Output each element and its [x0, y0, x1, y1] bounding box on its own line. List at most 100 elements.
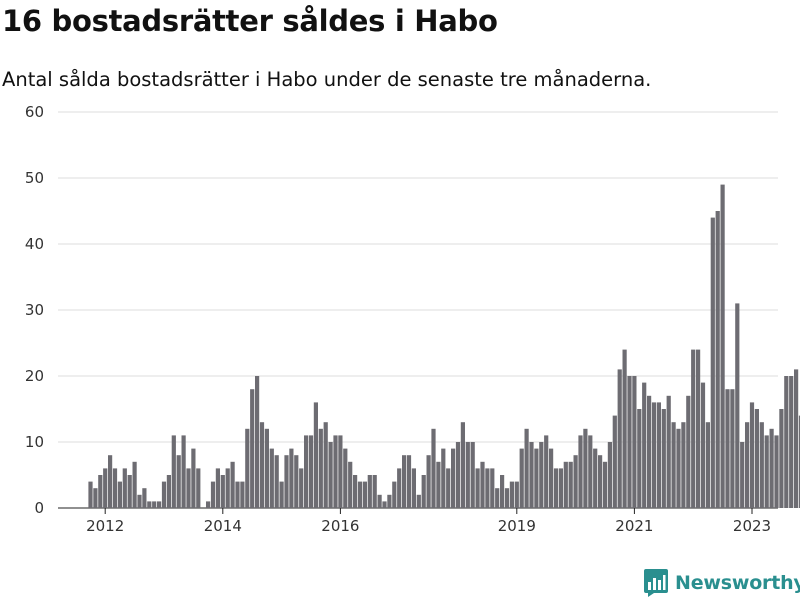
bar [764, 435, 769, 508]
x-tick-label: 2019 [498, 517, 536, 535]
bar [431, 428, 436, 508]
bar [402, 455, 407, 508]
bar [426, 455, 431, 508]
bar [749, 402, 755, 508]
bar [539, 442, 544, 508]
bar [108, 455, 113, 508]
bar [186, 468, 191, 508]
bar [607, 442, 612, 508]
bar [245, 428, 250, 508]
bar [735, 303, 740, 508]
bar [524, 428, 529, 508]
bar [514, 481, 519, 508]
bar [88, 481, 93, 508]
bar [455, 442, 461, 508]
bar [583, 428, 588, 508]
bar-series [88, 184, 800, 508]
bar [519, 448, 524, 508]
bar [284, 455, 289, 508]
newsworthy-logo-icon [644, 569, 668, 597]
bar [299, 468, 304, 508]
bar [480, 461, 485, 508]
bar [705, 422, 710, 508]
y-tick-label: 20 [25, 367, 44, 385]
bar [269, 448, 274, 508]
bar [357, 481, 363, 508]
bar [578, 435, 583, 508]
bar [573, 455, 578, 508]
bar [289, 448, 294, 508]
bar [696, 349, 701, 508]
bar [343, 448, 348, 508]
bar [294, 455, 299, 508]
y-tick-label: 60 [25, 103, 44, 121]
bar [558, 468, 563, 508]
bar [171, 435, 176, 508]
x-tick-label: 2023 [733, 517, 771, 535]
bar [475, 468, 480, 508]
bar [411, 468, 416, 508]
bar [612, 415, 617, 508]
bar [784, 376, 789, 508]
bar [656, 402, 661, 508]
y-tick-label: 40 [25, 235, 44, 253]
bar [196, 468, 201, 508]
bar [93, 488, 98, 508]
y-tick-label: 0 [34, 499, 44, 517]
bar [794, 369, 799, 508]
bar [627, 376, 632, 508]
bar [338, 435, 343, 508]
bar [176, 455, 181, 508]
bar [362, 481, 367, 508]
chart-subtitle: Antal sålda bostadsrätter i Habo under d… [2, 68, 652, 91]
bar [206, 501, 211, 508]
bar [759, 422, 764, 508]
bar [98, 475, 103, 508]
bar [367, 475, 372, 508]
bar [504, 488, 510, 508]
y-tick-label: 50 [25, 169, 44, 187]
bar [274, 455, 279, 508]
x-tick-label: 2016 [321, 517, 359, 535]
bar [715, 211, 720, 508]
bar [353, 475, 358, 508]
bar [382, 501, 387, 508]
bar [166, 475, 171, 508]
bar [509, 481, 514, 508]
bar [588, 435, 593, 508]
bar [661, 409, 666, 508]
bar [392, 481, 397, 508]
bar [117, 481, 122, 508]
bar [387, 494, 392, 508]
bar [774, 435, 779, 508]
bar [318, 428, 323, 508]
x-tick-label: 2014 [204, 517, 242, 535]
bar [348, 461, 353, 508]
bar [416, 494, 421, 508]
bar [798, 415, 800, 508]
bar [230, 461, 235, 508]
bar [602, 461, 608, 508]
bar [279, 481, 284, 508]
bar [112, 468, 118, 508]
bar [259, 422, 265, 508]
newsworthy-logo: Newsworthy [644, 569, 800, 597]
bar [651, 402, 657, 508]
y-axis: 0 10 20 30 40 50 60 [25, 103, 44, 517]
bar [152, 501, 157, 508]
bar [740, 442, 745, 508]
bar [754, 409, 759, 508]
bar [323, 422, 328, 508]
bar [103, 468, 108, 508]
bar [215, 468, 220, 508]
bar [769, 428, 774, 508]
bar [377, 494, 382, 508]
bar [681, 422, 686, 508]
bar [225, 468, 230, 508]
bar [460, 422, 465, 508]
bar [161, 481, 167, 508]
bar [495, 488, 500, 508]
bar [789, 376, 794, 508]
bar [725, 389, 730, 508]
